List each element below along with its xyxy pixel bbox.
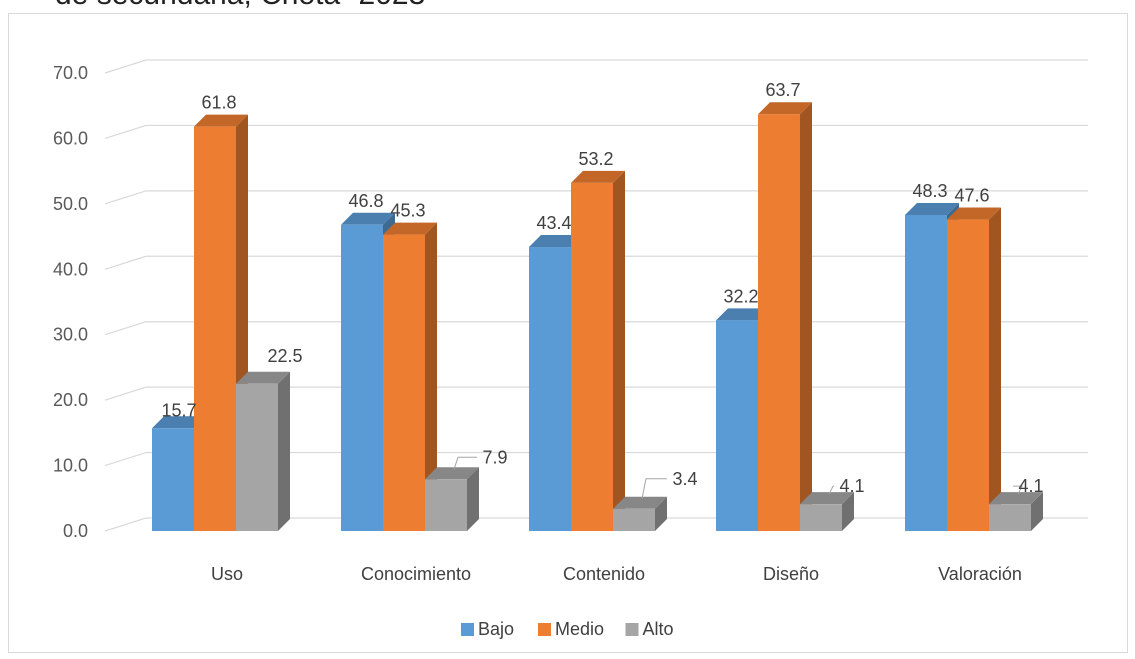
y-tick-label: 60.0: [53, 128, 88, 148]
bar-medio-3: [758, 102, 812, 531]
bar-alto-0: [236, 371, 290, 531]
y-tick-label: 50.0: [53, 194, 88, 214]
data-label-alto: 4.1: [839, 476, 864, 496]
x-axis-categories: Uso Conocimiento Contenido Diseño Valoración: [211, 564, 1022, 584]
bar-alto-1: [425, 467, 479, 531]
x-tick-label: Contenido: [563, 564, 645, 584]
x-tick-label: Uso: [211, 564, 243, 584]
bar-alto-4: [989, 492, 1043, 531]
leader-line: [828, 485, 834, 495]
data-label-medio: 53.2: [578, 149, 613, 169]
data-labels: 15.7 61.8 22.5 46.8 45.3 7.9 43.4 53.2 3.4 32.2 63…: [161, 80, 1044, 499]
svg-text:Alto: Alto: [643, 619, 674, 639]
data-label-alto: 7.9: [482, 447, 507, 467]
leader-line: [1013, 485, 1023, 495]
gridline: [104, 59, 1088, 74]
leader-line: [641, 478, 667, 499]
y-tick-label: 30.0: [53, 325, 88, 345]
y-tick-label: 10.0: [53, 456, 88, 476]
y-tick-label: 70.0: [53, 63, 88, 83]
legend-item-medio: Medio: [538, 619, 604, 639]
bar-alto-2: [613, 496, 667, 531]
y-tick-label: 20.0: [53, 390, 88, 410]
data-label-medio: 47.6: [954, 186, 989, 206]
data-label-bajo: 48.3: [912, 181, 947, 201]
data-label-bajo: 32.2: [723, 286, 758, 306]
data-label-bajo: 15.7: [161, 400, 196, 420]
bar-medio-4: [947, 207, 1001, 531]
data-label-bajo: 43.4: [536, 213, 571, 233]
gridline: [104, 124, 1088, 140]
y-axis-ticks: 0.0 10.0 20.0 30.0 40.0 50.0 60.0 70.0: [53, 63, 88, 541]
chart-title-fragment: de secundaria, Chota- 2023: [55, 0, 425, 12]
y-tick-label: 40.0: [53, 259, 88, 279]
x-tick-label: Valoración: [938, 564, 1022, 584]
bar-medio-1: [383, 222, 437, 531]
bars: [152, 102, 1043, 532]
svg-text:Medio: Medio: [555, 619, 604, 639]
data-label-medio: 61.8: [201, 93, 236, 113]
data-label-medio: 45.3: [390, 201, 425, 221]
bar-medio-2: [571, 170, 625, 532]
legend-item-bajo: Bajo: [461, 619, 514, 639]
data-label-bajo: 46.8: [348, 191, 383, 211]
leader-line: [453, 456, 477, 470]
data-label-alto: 22.5: [267, 346, 302, 366]
data-label-alto: 3.4: [672, 469, 697, 489]
data-label-medio: 63.7: [765, 80, 800, 100]
legend: Bajo Medio Alto: [461, 619, 674, 639]
y-tick-label: 0.0: [63, 521, 88, 541]
legend-item-alto: Alto: [625, 619, 674, 639]
x-tick-label: Diseño: [763, 564, 819, 584]
svg-text:Bajo: Bajo: [478, 619, 514, 639]
x-tick-label: Conocimiento: [361, 564, 471, 584]
bar-alto-3: [800, 492, 854, 531]
data-label-alto: 4.1: [1018, 476, 1043, 496]
